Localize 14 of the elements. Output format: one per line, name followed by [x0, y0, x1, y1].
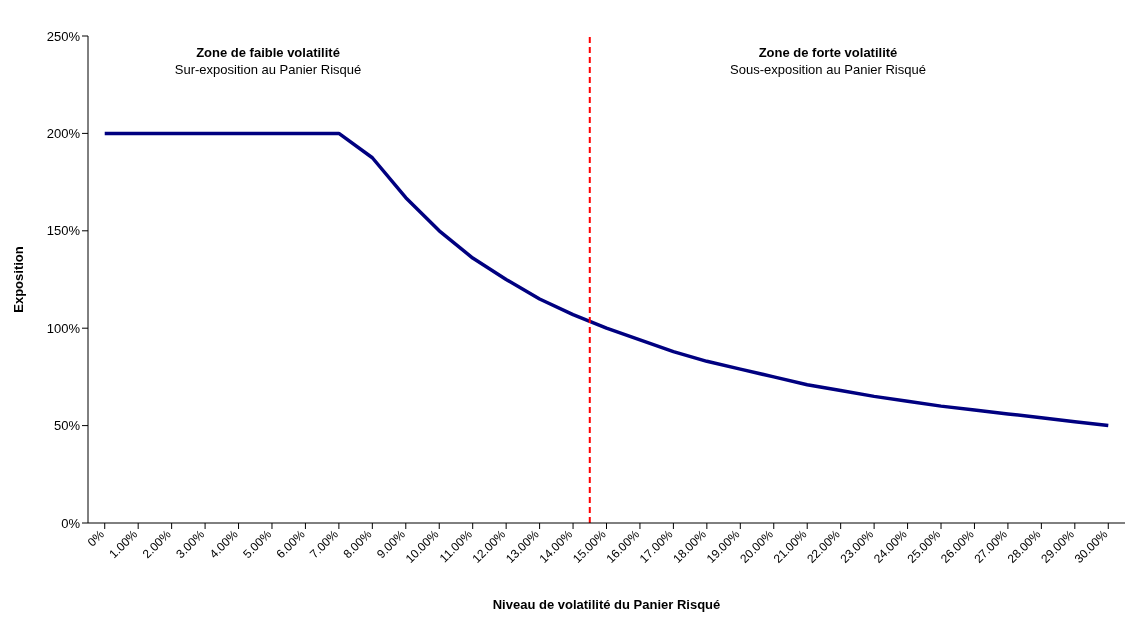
line-series — [102, 131, 1111, 428]
x-axis-title: Niveau de volatilité du Panier Risqué — [492, 597, 721, 612]
y-tick-label: 50% — [53, 418, 81, 434]
annotation: Zone de forte volatilité — [757, 44, 899, 61]
y-tick-label: 250% — [46, 28, 81, 44]
y-axis-title: Exposition — [10, 246, 26, 313]
annotation: Sous-exposition au Panier Risqué — [729, 61, 927, 78]
annotation: Sur-exposition au Panier Risqué — [173, 61, 363, 78]
y-tick-label: 0% — [61, 515, 81, 531]
x-tick-label: 0% — [84, 526, 108, 550]
y-tick-label: 200% — [46, 126, 81, 142]
y-tick-label: 100% — [46, 320, 81, 336]
annotation: Zone de faible volatilité — [195, 44, 341, 61]
y-tick-label: 150% — [46, 223, 81, 239]
